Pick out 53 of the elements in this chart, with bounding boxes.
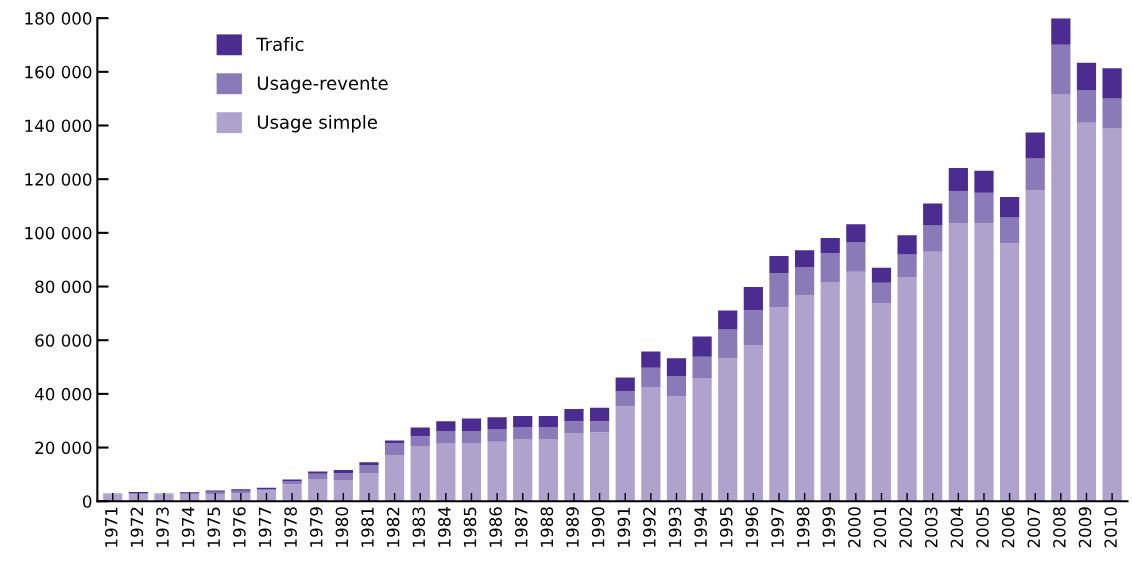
x-tick-label: 2009 xyxy=(1078,507,1092,548)
x-tick-label: 1973 xyxy=(156,507,169,547)
x-tick-label: 2010 xyxy=(1104,507,1117,548)
y-tick-label: 40 000 xyxy=(34,387,92,401)
legend-label: Usage-revente xyxy=(257,76,388,94)
x-tick-label: 2002 xyxy=(899,507,912,548)
x-tick-label: 1977 xyxy=(258,507,272,547)
x-tick-label: 1997 xyxy=(771,507,784,547)
x-tick-label: 2007 xyxy=(1027,507,1041,548)
x-tick-label: 2003 xyxy=(924,507,938,548)
x-tick-label: 1984 xyxy=(438,507,451,547)
y-tick-label: 120 000 xyxy=(25,173,92,186)
x-tick-label: 1989 xyxy=(566,507,579,547)
y-tick-label: 20 000 xyxy=(35,441,92,455)
x-tick-label: 2000 xyxy=(848,507,861,548)
x-tick-label: 1979 xyxy=(309,507,323,547)
x-tick-label: 2005 xyxy=(976,507,989,548)
x-tick-label: 2004 xyxy=(950,507,964,548)
x-tick-label: 1993 xyxy=(668,507,682,547)
x-tick-label: 2008 xyxy=(1053,507,1066,548)
x-tick-label: 1991 xyxy=(617,507,631,547)
x-tick-label: 2006 xyxy=(1001,507,1015,548)
x-tick-label: 1992 xyxy=(643,507,656,547)
x-tick-label: 1998 xyxy=(796,507,810,547)
x-tick-label: 1986 xyxy=(489,507,502,547)
x-tick-label: 1981 xyxy=(361,507,374,547)
x-tick-label: 1980 xyxy=(335,507,349,547)
x-tick-label: 1994 xyxy=(694,507,707,547)
y-tick-label: 100 000 xyxy=(25,226,92,240)
x-tick-label: 1999 xyxy=(822,507,836,547)
legend-label: Trafic xyxy=(256,37,304,52)
legend-label: Usage simple xyxy=(257,114,377,133)
x-tick-label: 1996 xyxy=(745,507,759,547)
y-tick-label: 180 000 xyxy=(25,12,92,25)
x-tick-label: 1974 xyxy=(181,507,195,547)
x-tick-label: 1978 xyxy=(284,507,297,547)
y-tick-label: 140 000 xyxy=(25,119,92,133)
x-tick-label: 1976 xyxy=(233,507,246,547)
x-tick-label: 1975 xyxy=(207,507,221,547)
x-tick-label: 1988 xyxy=(540,507,554,547)
y-tick-label: 0 xyxy=(82,495,92,508)
x-tick-label: 1985 xyxy=(463,507,477,547)
y-tick-label: 80 000 xyxy=(35,280,92,294)
y-tick-label: 160 000 xyxy=(25,65,92,79)
y-tick-label: 60 000 xyxy=(35,334,92,347)
x-tick-label: 1987 xyxy=(514,507,528,547)
x-tick-label: 2001 xyxy=(873,507,887,548)
x-tick-label: 1983 xyxy=(412,507,426,547)
x-tick-label: 1990 xyxy=(591,507,605,547)
x-tick-label: 1971 xyxy=(104,507,118,547)
x-tick-label: 1972 xyxy=(130,507,144,547)
x-tick-label: 1995 xyxy=(719,507,733,547)
x-tick-label: 1982 xyxy=(386,507,400,547)
